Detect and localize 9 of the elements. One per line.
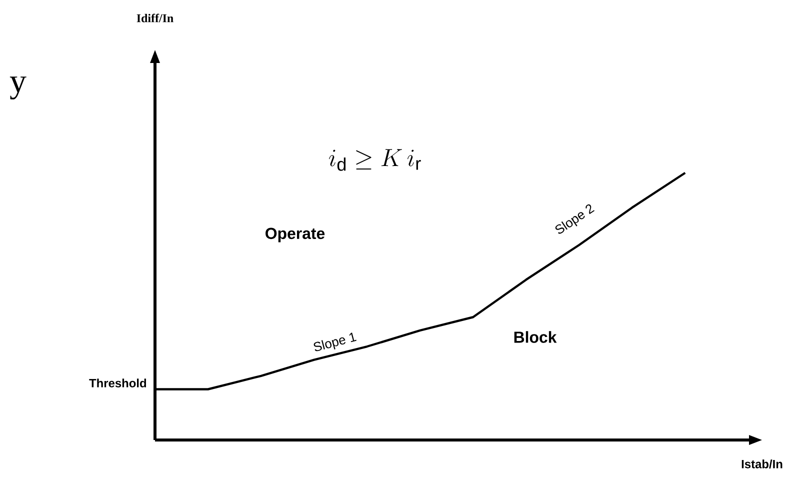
text: y <box>10 76 26 100</box>
annotation: Slope 1 <box>314 332 356 352</box>
text: Threshold <box>89 378 146 388</box>
annotation: Operate <box>266 228 325 242</box>
text: $i_{\mathrm{d}} \geq K\,i_{\mathrm{r}}$ <box>329 149 421 171</box>
text: Idiff/In <box>136 14 174 22</box>
annotation: Block <box>514 331 557 343</box>
annotation: Slope 2 <box>555 204 595 234</box>
x-axis-title: Istab/In <box>742 460 782 468</box>
